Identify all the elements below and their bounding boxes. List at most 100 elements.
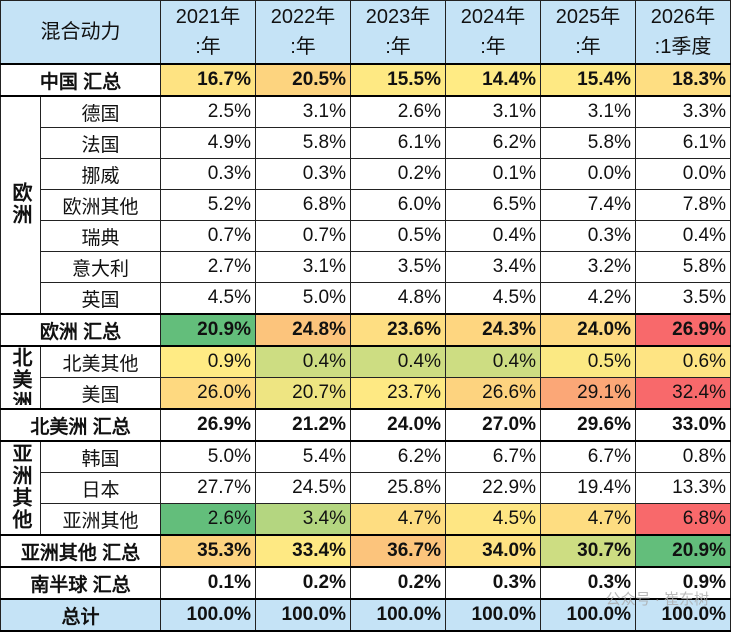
value-cell: 26.0% <box>160 377 256 410</box>
region-label: 北美洲 <box>9 347 31 405</box>
value-cell: 14.4% <box>445 63 541 97</box>
value-cell: 24.0% <box>540 313 636 347</box>
row-label: 挪威 <box>40 158 161 190</box>
value-cell: 0.5% <box>540 345 636 378</box>
value-cell: 2.6% <box>350 95 446 128</box>
value-cell: 100.0% <box>540 598 636 632</box>
value-cell: 3.1% <box>255 251 351 283</box>
row: 英国 4.5% 5.0% 4.8% 4.5% 4.2% 3.5% <box>1 282 731 315</box>
value-cell: 0.8% <box>635 440 731 473</box>
value-cell: 0.4% <box>445 345 541 378</box>
header-line: 2025年 <box>555 6 621 28</box>
header-line: :年 <box>480 36 506 58</box>
value-cell: 4.9% <box>160 127 256 159</box>
summary-label: 南半球 汇总 <box>0 566 161 600</box>
value-cell: 36.7% <box>350 534 446 568</box>
value-cell: 24.8% <box>255 313 351 347</box>
header-cell: 2026年:1季度 <box>635 0 731 65</box>
value-cell: 19.4% <box>540 472 636 504</box>
header-line: 2024年 <box>460 6 526 28</box>
value-cell: 26.9% <box>635 313 731 347</box>
header-cell: 2024年 :年 <box>445 0 541 65</box>
value-cell: 25.8% <box>350 472 446 504</box>
header-cell: 2021年:年 <box>160 0 256 65</box>
value-cell: 22.9% <box>445 472 541 504</box>
value-cell: 24.5% <box>255 472 351 504</box>
value-cell: 6.2% <box>445 127 541 159</box>
value-cell: 0.0% <box>540 158 636 190</box>
value-cell: 20.5% <box>255 63 351 97</box>
row: 亚洲其他 韩国 5.0% 5.4% 6.2% 6.7% 6.7% 0.8% <box>0 440 731 536</box>
row: 北美洲 北美其他 0.9% 0.4% 0.4% 0.4% 0.5% 0.6% <box>0 345 731 410</box>
value-cell: 4.7% <box>350 503 446 536</box>
value-cell: 0.3% <box>445 566 541 600</box>
region-cell: 北美洲 <box>0 345 41 410</box>
value-cell: 16.7% <box>160 63 256 97</box>
value-cell: 0.7% <box>160 220 256 252</box>
value-cell: 3.1% <box>540 95 636 128</box>
value-cell: 100.0% <box>160 598 256 632</box>
total-row: 总计 100.0% 100.0% 100.0% 100.0% 100.0% 100.0% <box>0 598 731 632</box>
header-line: :年 <box>290 36 316 58</box>
header-line: :年 <box>575 36 601 58</box>
value-cell: 18.3% <box>635 63 731 97</box>
value-cell: 0.9% <box>160 345 256 378</box>
value-cell: 4.8% <box>350 282 446 315</box>
summary-label: 欧洲 汇总 <box>0 313 161 347</box>
value-cell: 0.2% <box>350 566 446 600</box>
row-label: 日本 <box>40 472 161 504</box>
value-cell: 0.1% <box>160 566 256 600</box>
row: 瑞典 0.7% 0.7% 0.5% 0.4% 0.3% 0.4% <box>1 220 731 252</box>
value-cell: 4.2% <box>540 282 636 315</box>
row: 欧洲其他 5.2% 6.8% 6.0% 6.5% 7.4% 7.8% <box>1 189 731 221</box>
value-cell: 3.4% <box>445 251 541 283</box>
value-cell: 23.7% <box>350 377 446 410</box>
watermark: 公众号 · 崔东树 <box>605 591 709 608</box>
value-cell: 13.3% <box>635 472 731 504</box>
summary-label: 总计 <box>0 598 161 632</box>
value-cell: 3.5% <box>635 282 731 315</box>
summary-label: 亚洲其他 汇总 <box>0 534 161 568</box>
value-cell: 5.4% <box>255 440 351 473</box>
value-cell: 3.5% <box>350 251 446 283</box>
value-cell: 5.8% <box>635 251 731 283</box>
header-line: 2023年 <box>365 6 431 28</box>
row-label: 欧洲其他 <box>40 189 161 221</box>
value-cell: 100.0% <box>445 598 541 632</box>
value-cell: 100.0% <box>350 598 446 632</box>
value-cell: 6.8% <box>635 503 731 536</box>
row: 意大利 2.7% 3.1% 3.5% 3.4% 3.2% 5.8% <box>1 251 731 283</box>
value-cell: 0.2% <box>350 158 446 190</box>
row-label: 北美其他 <box>40 345 161 378</box>
value-cell: 0.1% <box>445 158 541 190</box>
value-cell: 6.1% <box>350 127 446 159</box>
value-cell: 34.0% <box>445 534 541 568</box>
value-cell: 6.0% <box>350 189 446 221</box>
value-cell: 5.2% <box>160 189 256 221</box>
value-cell: 24.3% <box>445 313 541 347</box>
row-label: 瑞典 <box>40 220 161 252</box>
header-cell: 2022年:年 <box>255 0 351 65</box>
value-cell: 6.1% <box>635 127 731 159</box>
summary-row: 亚洲其他 汇总 35.3% 33.4% 36.7% 34.0% 30.7% 20.9% <box>0 534 731 568</box>
value-cell: 5.0% <box>160 440 256 473</box>
region-cell: 亚洲其他 <box>0 440 41 536</box>
value-cell: 2.5% <box>160 95 256 128</box>
row-label: 韩国 <box>40 440 161 473</box>
header-line: 2026年 <box>650 6 716 28</box>
value-cell: 7.4% <box>540 189 636 221</box>
value-cell: 7.8% <box>635 189 731 221</box>
header-line: :年 <box>195 36 221 58</box>
value-cell: 0.0% <box>635 158 731 190</box>
summary-label: 北美洲 汇总 <box>0 408 161 442</box>
row: 亚洲其他 2.6% 3.4% 4.7% 4.5% 4.7% 6.8% <box>1 503 731 536</box>
value-cell: 35.3% <box>160 534 256 568</box>
value-cell: 20.7% <box>255 377 351 410</box>
value-cell: 6.7% <box>540 440 636 473</box>
value-cell: 6.2% <box>350 440 446 473</box>
value-cell: 3.4% <box>255 503 351 536</box>
summary-row: 欧洲 汇总 20.9% 24.8% 23.6% 24.3% 24.0% 26.9% <box>0 313 731 347</box>
value-cell: 2.6% <box>160 503 256 536</box>
value-cell: 0.6% <box>635 345 731 378</box>
